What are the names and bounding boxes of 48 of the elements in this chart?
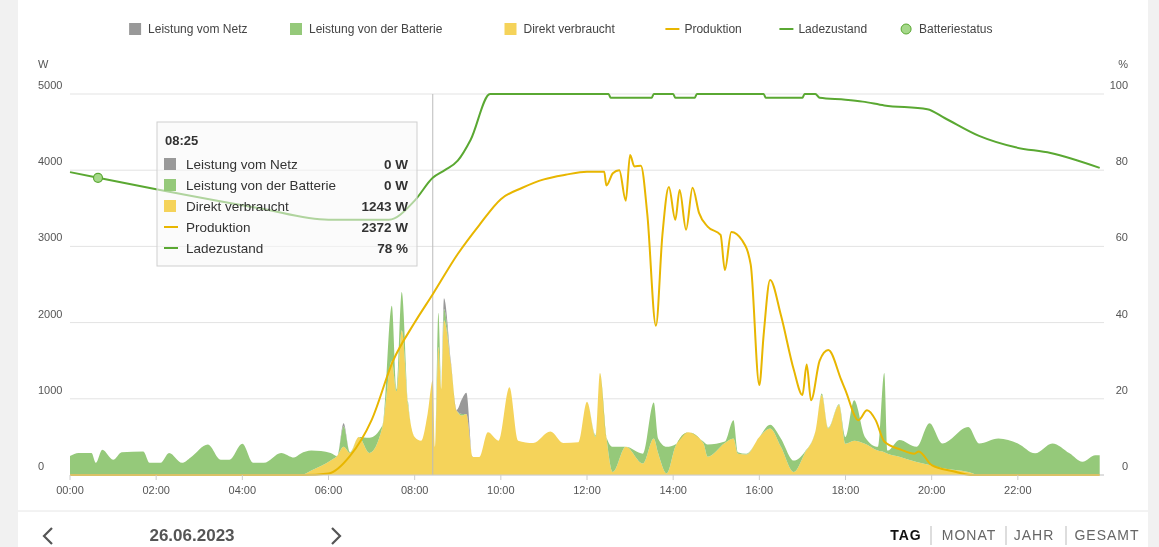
annotation: 78 % (377, 241, 408, 256)
x-tick-label: 16:00 (745, 484, 774, 496)
text: JAHR (1013, 527, 1055, 543)
legend-label: Leistung von der Batterie (186, 178, 337, 193)
x-tick-label: 22:00 (1004, 484, 1032, 496)
text: Leistung vom Netz (148, 22, 248, 36)
legend-label: Ladezustand (186, 241, 264, 256)
annotation: 1243 W (361, 199, 409, 214)
text: TAG (890, 527, 922, 543)
x-tick-label: 20:00 (917, 484, 946, 496)
y2-tick-label: 20 (1115, 383, 1128, 396)
y2-tick-label: 100 (1109, 79, 1128, 91)
x-tick-label: 12:00 (573, 484, 601, 496)
text: 26.06.2023 (149, 526, 235, 545)
legend-label: Direkt verbraucht (186, 199, 290, 214)
text: Produktion (684, 22, 742, 36)
y2-tick-label: 0 (1121, 460, 1128, 472)
legend-label: Leistung vom Netz (186, 157, 299, 172)
text: MONAT (941, 527, 997, 543)
x-tick-label: 14:00 (659, 484, 687, 496)
y-tick-label: 4000 (38, 155, 63, 168)
y-tick-label: 3000 (38, 231, 63, 244)
text: Ladezustand (798, 22, 868, 36)
y-axis-title: W (38, 58, 49, 70)
text: Leistung von der Batterie (309, 22, 443, 36)
legend-label: Batteriestatus (919, 22, 993, 36)
y2-tick-label: 80 (1115, 155, 1128, 168)
text: GESAMT (1074, 527, 1140, 543)
y2-tick-label: 40 (1115, 307, 1128, 320)
annotation: 2372 W (361, 220, 409, 235)
y-tick-label: 1000 (38, 383, 63, 396)
x-tick-label: 10:00 (487, 484, 515, 496)
x-tick-label: 06:00 (314, 484, 343, 496)
x-tick-label: 02:00 (142, 484, 170, 496)
y2-tick-label: 60 (1115, 231, 1128, 244)
annotation: 08:25 (165, 133, 199, 148)
y-tick-label: 0 (38, 460, 45, 472)
legend-label: Produktion (186, 220, 251, 235)
x-tick-label: 18:00 (831, 484, 860, 496)
annotation: 0 W (383, 157, 409, 172)
x-tick-label: 04:00 (228, 484, 257, 496)
annotation: 0 W (383, 178, 409, 193)
y-tick-label: 5000 (38, 79, 63, 91)
text: Direkt verbraucht (523, 22, 615, 36)
x-tick-label: 00:00 (56, 484, 84, 496)
y2-axis-title: % (1118, 58, 1129, 70)
x-tick-label: 08:00 (400, 484, 429, 496)
y-tick-label: 2000 (38, 307, 63, 320)
